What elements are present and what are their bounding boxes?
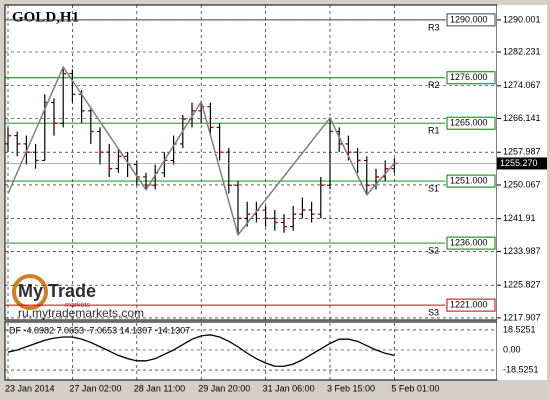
y-tick-label: 1233.987 (503, 246, 541, 256)
level-label: 1265.000 (450, 118, 488, 128)
level-label: 1221.000 (450, 299, 488, 309)
level-label: 1236.000 (450, 237, 488, 247)
y-tick-label: 1290.001 (503, 14, 541, 24)
current-price-label: 1255.270 (500, 158, 538, 168)
level-box (446, 236, 496, 250)
level-box (446, 13, 496, 27)
level-name: S2 (428, 245, 439, 255)
level-name: S3 (428, 307, 439, 317)
x-tick-label: 23 Jan 2014 (5, 383, 55, 393)
current-price-box (497, 157, 547, 170)
level-label: 1251.000 (450, 175, 488, 185)
y-tick-label: 1282.231 (503, 46, 541, 56)
y-tick-label: 1274.067 (503, 80, 541, 90)
main-pane (4, 4, 498, 321)
y-tick-label: 1217.907 (503, 312, 541, 322)
indicator-tick-label: 0.00 (503, 344, 521, 354)
logo-ring (12, 274, 48, 310)
brand: My Trade (18, 281, 96, 301)
url: ru.mytrademarkets.com (18, 306, 144, 320)
zigzag (7, 65, 395, 237)
level-name: S1 (428, 183, 439, 193)
y-tick-label: 1266.141 (503, 113, 541, 123)
level-label: 1276.000 (450, 72, 488, 82)
price-axis (497, 5, 547, 380)
x-tick-label: 28 Jan 11:00 (134, 383, 185, 393)
level-label: 1290.000 (450, 14, 488, 24)
x-tick-label: 29 Jan 20:00 (198, 383, 250, 393)
x-tick-label: 3 Feb 15:00 (327, 383, 375, 393)
y-tick-label: 1241.91 (503, 213, 536, 223)
indicator-tick-label: 18.5251 (503, 324, 536, 334)
x-tick-label: 27 Jan 02:00 (69, 383, 121, 393)
x-tick-label: 5 Feb 01:00 (391, 383, 439, 393)
level-box (446, 71, 496, 85)
y-tick-label: 1250.067 (503, 179, 541, 189)
level-name: R3 (428, 22, 440, 32)
level-box (446, 174, 496, 188)
indicator-line (7, 334, 395, 367)
level-box (446, 116, 496, 130)
level-box (446, 298, 496, 312)
y-tick-label: 1257.987 (503, 147, 541, 157)
y-tick-label: 1225.827 (503, 280, 541, 290)
chart-title: GOLD,H1 (12, 9, 79, 25)
indicator-label: DF -4.0982 7.0653 -7.0653 14.1307 -14.13… (9, 325, 190, 335)
indicator-tick-label: -18.5251 (503, 364, 539, 374)
level-name: R2 (428, 80, 440, 90)
level-name: R1 (428, 126, 440, 136)
x-tick-label: 31 Jan 06:00 (263, 383, 315, 393)
